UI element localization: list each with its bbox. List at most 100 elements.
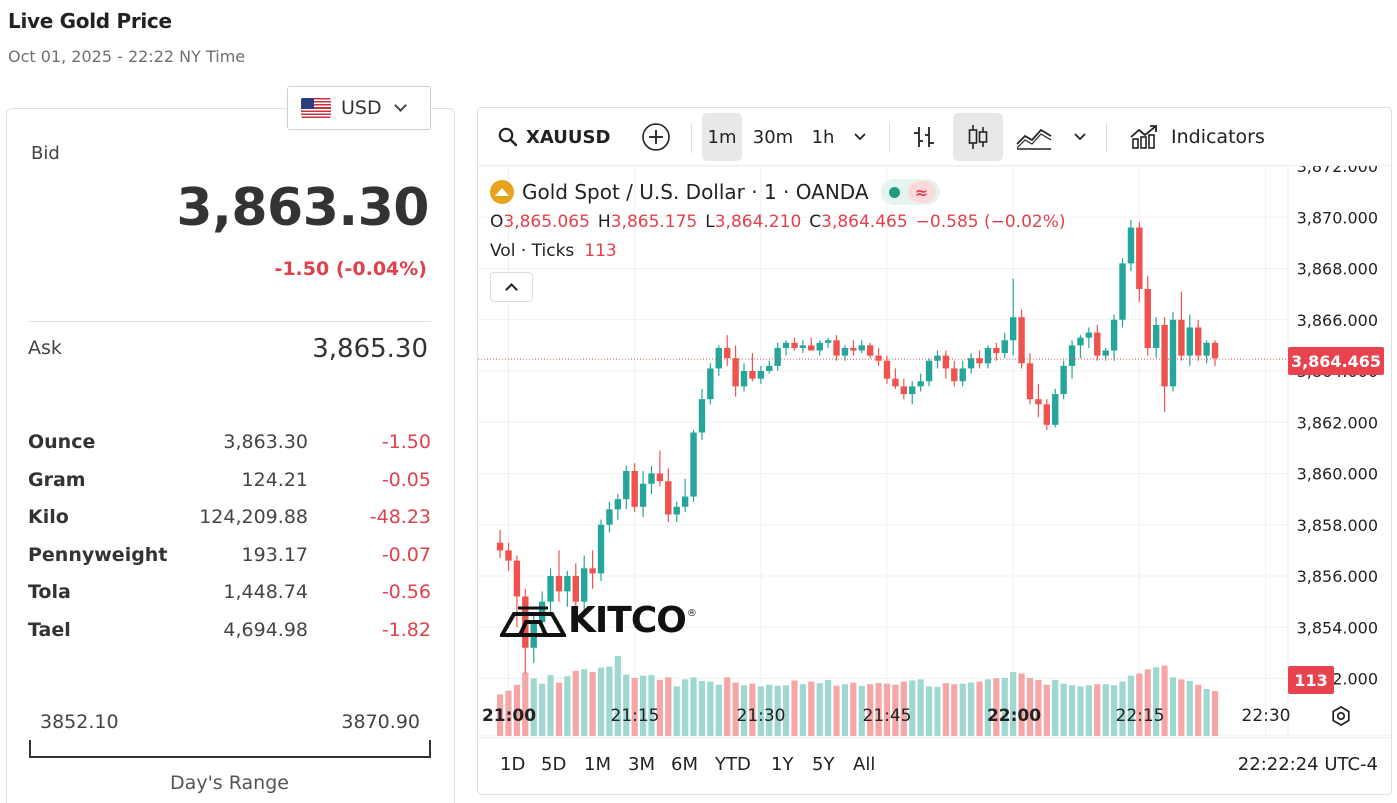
volume-bar <box>1153 667 1160 736</box>
candle-body <box>1018 317 1025 364</box>
range-all[interactable]: All <box>853 754 876 775</box>
search-icon <box>498 127 518 147</box>
volume-bar <box>825 679 832 736</box>
volume-bar <box>614 655 621 736</box>
range-6m[interactable]: 6M <box>671 754 698 775</box>
day-range-high: 3870.90 <box>341 711 420 733</box>
bar-replay-button[interactable] <box>904 113 944 161</box>
range-5d[interactable]: 5D <box>541 754 567 775</box>
volume-bar <box>1102 684 1109 736</box>
divider <box>28 321 431 322</box>
market-status-pill[interactable]: ≈ <box>880 179 940 205</box>
unit-row-ounce: Ounce 3,863.30 -1.50 <box>28 425 433 463</box>
unit-change: -48.23 <box>369 506 431 528</box>
candle-body <box>749 371 756 379</box>
interval-dropdown[interactable] <box>848 113 872 161</box>
ask-price: 3,865.30 <box>312 334 428 364</box>
plus-circle-icon <box>642 123 670 151</box>
volume-bar <box>1052 679 1059 736</box>
candle-body <box>681 496 689 507</box>
candle-body <box>740 371 748 387</box>
volume-bar <box>791 680 798 736</box>
volume-bar <box>1186 680 1193 736</box>
indicators-icon <box>1130 125 1157 149</box>
volume-bar <box>883 683 891 736</box>
range-ytd[interactable]: YTD <box>715 754 751 775</box>
volume-bar <box>1018 673 1025 736</box>
candle-body <box>900 386 908 395</box>
candle-body <box>1203 342 1210 356</box>
candle-body <box>496 542 504 551</box>
volume-label: Vol · Ticks <box>490 241 575 261</box>
volume-bar <box>715 684 722 736</box>
gear-icon[interactable] <box>1330 705 1352 727</box>
symbol-search[interactable]: XAUUSD <box>492 113 616 161</box>
unit-price: 1,448.74 <box>223 581 308 603</box>
price-tick-label: 3,854.000 <box>1297 618 1378 637</box>
range-1m[interactable]: 1M <box>584 754 611 775</box>
gold-logo-icon <box>490 180 514 204</box>
candle-body <box>648 473 655 484</box>
candle-body <box>1161 324 1168 387</box>
volume-bar <box>623 674 630 736</box>
candle-body <box>1094 332 1101 356</box>
bid-label: Bid <box>31 143 60 164</box>
candle-body <box>690 432 697 497</box>
unit-row-tael: Tael 4,694.98 -1.82 <box>28 613 433 651</box>
volume-bar <box>581 669 588 736</box>
kitco-logo-icon <box>500 606 566 637</box>
volume-bar <box>799 684 806 736</box>
collapse-legend-button[interactable] <box>490 272 533 302</box>
interval-1h[interactable]: 1h <box>811 126 835 148</box>
currency-select[interactable]: USD <box>287 86 431 130</box>
area-style-button[interactable] <box>1013 113 1055 161</box>
unit-name: Pennyweight <box>28 543 168 566</box>
volume-bar <box>1119 681 1126 736</box>
bid-change: -1.50 (-0.04%) <box>274 258 427 280</box>
candle-body <box>1119 263 1126 320</box>
candle-body <box>1186 327 1193 356</box>
candle-body <box>766 365 773 371</box>
volume-bar <box>547 675 554 736</box>
candle-body <box>715 347 722 369</box>
time-axis[interactable]: 21:00 21:15 21:30 21:45 22:00 22:15 22:3… <box>478 702 1391 732</box>
interval-1m[interactable]: 1m <box>702 113 742 161</box>
range-5y[interactable]: 5Y <box>812 754 835 775</box>
candle-body <box>572 576 579 602</box>
chart-style-dropdown[interactable] <box>1068 113 1092 161</box>
volume-bar <box>909 680 916 736</box>
change-value: −0.585 (−0.02%) <box>915 212 1066 232</box>
volume-bar <box>555 682 563 736</box>
volume-bar <box>572 670 579 736</box>
day-range-label: Day's Range <box>170 772 289 794</box>
compare-symbol-button[interactable] <box>639 113 673 161</box>
candle-body <box>833 340 840 356</box>
candle-body <box>866 345 874 356</box>
price-tick-label: 3,872.000 <box>1297 166 1378 176</box>
volume-bar <box>1211 691 1219 736</box>
unit-row-tola: Tola 1,448.74 -0.56 <box>28 575 433 613</box>
unit-change: -1.50 <box>381 431 431 453</box>
time-tick-label: 22:00 <box>986 706 1042 726</box>
candle-body <box>1052 394 1059 425</box>
range-1d[interactable]: 1D <box>500 754 526 775</box>
volume-bar <box>749 683 756 736</box>
volume-bar <box>984 679 992 736</box>
indicators-button[interactable]: Indicators <box>1123 113 1271 161</box>
volume-bar <box>513 684 521 736</box>
volume-bar <box>1169 677 1177 736</box>
unit-row-kilo: Kilo 124,209.88 -48.23 <box>28 500 433 538</box>
volume-bar <box>1077 686 1084 736</box>
interval-30m[interactable]: 30m <box>752 126 794 148</box>
price-tick-label: 3,856.000 <box>1297 567 1378 586</box>
candles-style-button[interactable] <box>953 113 1003 161</box>
candlestick-chart[interactable]: 3,852.0003,854.0003,856.0003,858.0003,86… <box>478 166 1392 736</box>
volume-bar <box>1043 684 1050 736</box>
unit-row-gram: Gram 124.21 -0.05 <box>28 463 433 501</box>
candle-body <box>555 576 563 592</box>
candle-body <box>892 378 899 387</box>
range-1y[interactable]: 1Y <box>771 754 794 775</box>
volume-bar <box>539 683 546 736</box>
range-3m[interactable]: 3M <box>628 754 655 775</box>
candle-body <box>841 347 849 356</box>
